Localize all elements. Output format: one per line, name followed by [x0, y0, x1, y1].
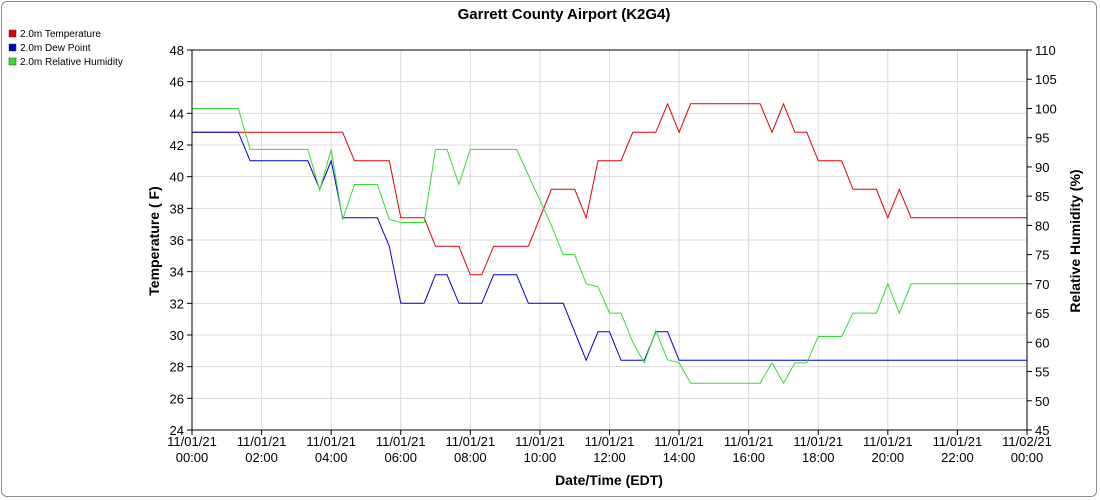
- x-tick-date: 11/01/21: [515, 434, 565, 449]
- left-tick-label: 42: [170, 138, 184, 153]
- x-tick-time: 14:00: [663, 450, 696, 465]
- legend: 2.0m Temperature 2.0m Dew Point 2.0m Relat…: [8, 29, 123, 68]
- left-axis-ticks: 24 26 28 30 32 34 36 38 40 42 44 46 48: [170, 43, 192, 438]
- right-tick-label: 55: [1035, 365, 1049, 380]
- x-tick-time: 16:00: [732, 450, 765, 465]
- left-tick-label: 48: [170, 43, 184, 58]
- left-tick-label: 26: [170, 391, 184, 406]
- left-tick-label: 44: [170, 106, 184, 121]
- x-tick-date: 11/01/21: [376, 434, 426, 449]
- x-tick-date: 11/01/21: [793, 434, 843, 449]
- x-tick-time: 08:00: [454, 450, 487, 465]
- x-tick-time: 18:00: [802, 450, 835, 465]
- grid-layer: [191, 49, 1028, 431]
- x-tick-date: 11/01/21: [724, 434, 774, 449]
- left-tick-label: 32: [170, 296, 184, 311]
- right-tick-label: 45: [1035, 423, 1049, 438]
- right-axis-label: Relative Humidity (%): [1067, 169, 1083, 312]
- left-tick-label: 28: [170, 360, 184, 375]
- x-tick-time: 22:00: [941, 450, 974, 465]
- right-tick-label: 65: [1035, 306, 1049, 321]
- legend-swatch: [8, 57, 17, 66]
- left-axis-label: Temperature ( F): [146, 186, 162, 295]
- left-tick-label: 36: [170, 233, 184, 248]
- left-tick-label: 24: [170, 423, 184, 438]
- x-tick-date: 11/01/21: [863, 434, 913, 449]
- right-tick-label: 60: [1035, 335, 1049, 350]
- right-axis-ticks: 45 50 55 60 65 70 75 80 85 90 95 100 105 110: [1027, 43, 1057, 438]
- x-tick-time: 12:00: [593, 450, 626, 465]
- left-tick-label: 40: [170, 170, 184, 185]
- legend-label: 2.0m Dew Point: [20, 43, 91, 54]
- series-line-1: [192, 102, 1027, 276]
- x-axis-ticks: 11/01/2100:0011/01/2102:0011/01/2104:001…: [167, 430, 1052, 465]
- legend-swatch: [8, 29, 17, 38]
- x-axis-label: Date/Time (EDT): [555, 472, 663, 488]
- x-tick-date: 11/01/21: [446, 434, 496, 449]
- legend-swatch: [8, 43, 17, 52]
- right-tick-label: 110: [1035, 43, 1056, 58]
- x-tick-time: 10:00: [524, 450, 557, 465]
- plot-area-border: [191, 49, 1028, 431]
- x-tick-time: 06:00: [384, 450, 417, 465]
- x-tick-date: 11/02/21: [1002, 434, 1052, 449]
- right-tick-label: 50: [1035, 394, 1049, 409]
- series-layer: [192, 102, 1027, 385]
- right-tick-label: 105: [1035, 72, 1057, 87]
- legend-label: 2.0m Temperature: [20, 29, 101, 40]
- x-tick-time: 00:00: [176, 450, 209, 465]
- x-tick-time: 02:00: [245, 450, 278, 465]
- right-tick-label: 70: [1035, 277, 1049, 292]
- right-tick-label: 75: [1035, 248, 1049, 263]
- x-tick-date: 11/01/21: [933, 434, 983, 449]
- legend-label: 2.0m Relative Humidity: [20, 57, 123, 68]
- x-tick-time: 00:00: [1011, 450, 1044, 465]
- x-tick-date: 11/01/21: [237, 434, 287, 449]
- left-tick-label: 34: [170, 265, 184, 280]
- right-tick-label: 95: [1035, 131, 1049, 146]
- left-tick-label: 38: [170, 201, 184, 216]
- x-tick-time: 20:00: [872, 450, 905, 465]
- right-tick-label: 90: [1035, 160, 1049, 175]
- x-tick-date: 11/01/21: [306, 434, 356, 449]
- x-tick-date: 11/01/21: [654, 434, 704, 449]
- x-tick-time: 04:00: [315, 450, 348, 465]
- chart-title: Garrett County Airport (K2G4): [458, 6, 671, 23]
- x-tick-date: 11/01/21: [585, 434, 635, 449]
- series-line-3: [192, 108, 1027, 385]
- right-tick-label: 85: [1035, 189, 1049, 204]
- right-tick-label: 80: [1035, 218, 1049, 233]
- left-tick-label: 46: [170, 75, 184, 90]
- x-tick-date: 11/01/21: [167, 434, 217, 449]
- right-tick-label: 100: [1035, 101, 1057, 116]
- left-tick-label: 30: [170, 328, 184, 343]
